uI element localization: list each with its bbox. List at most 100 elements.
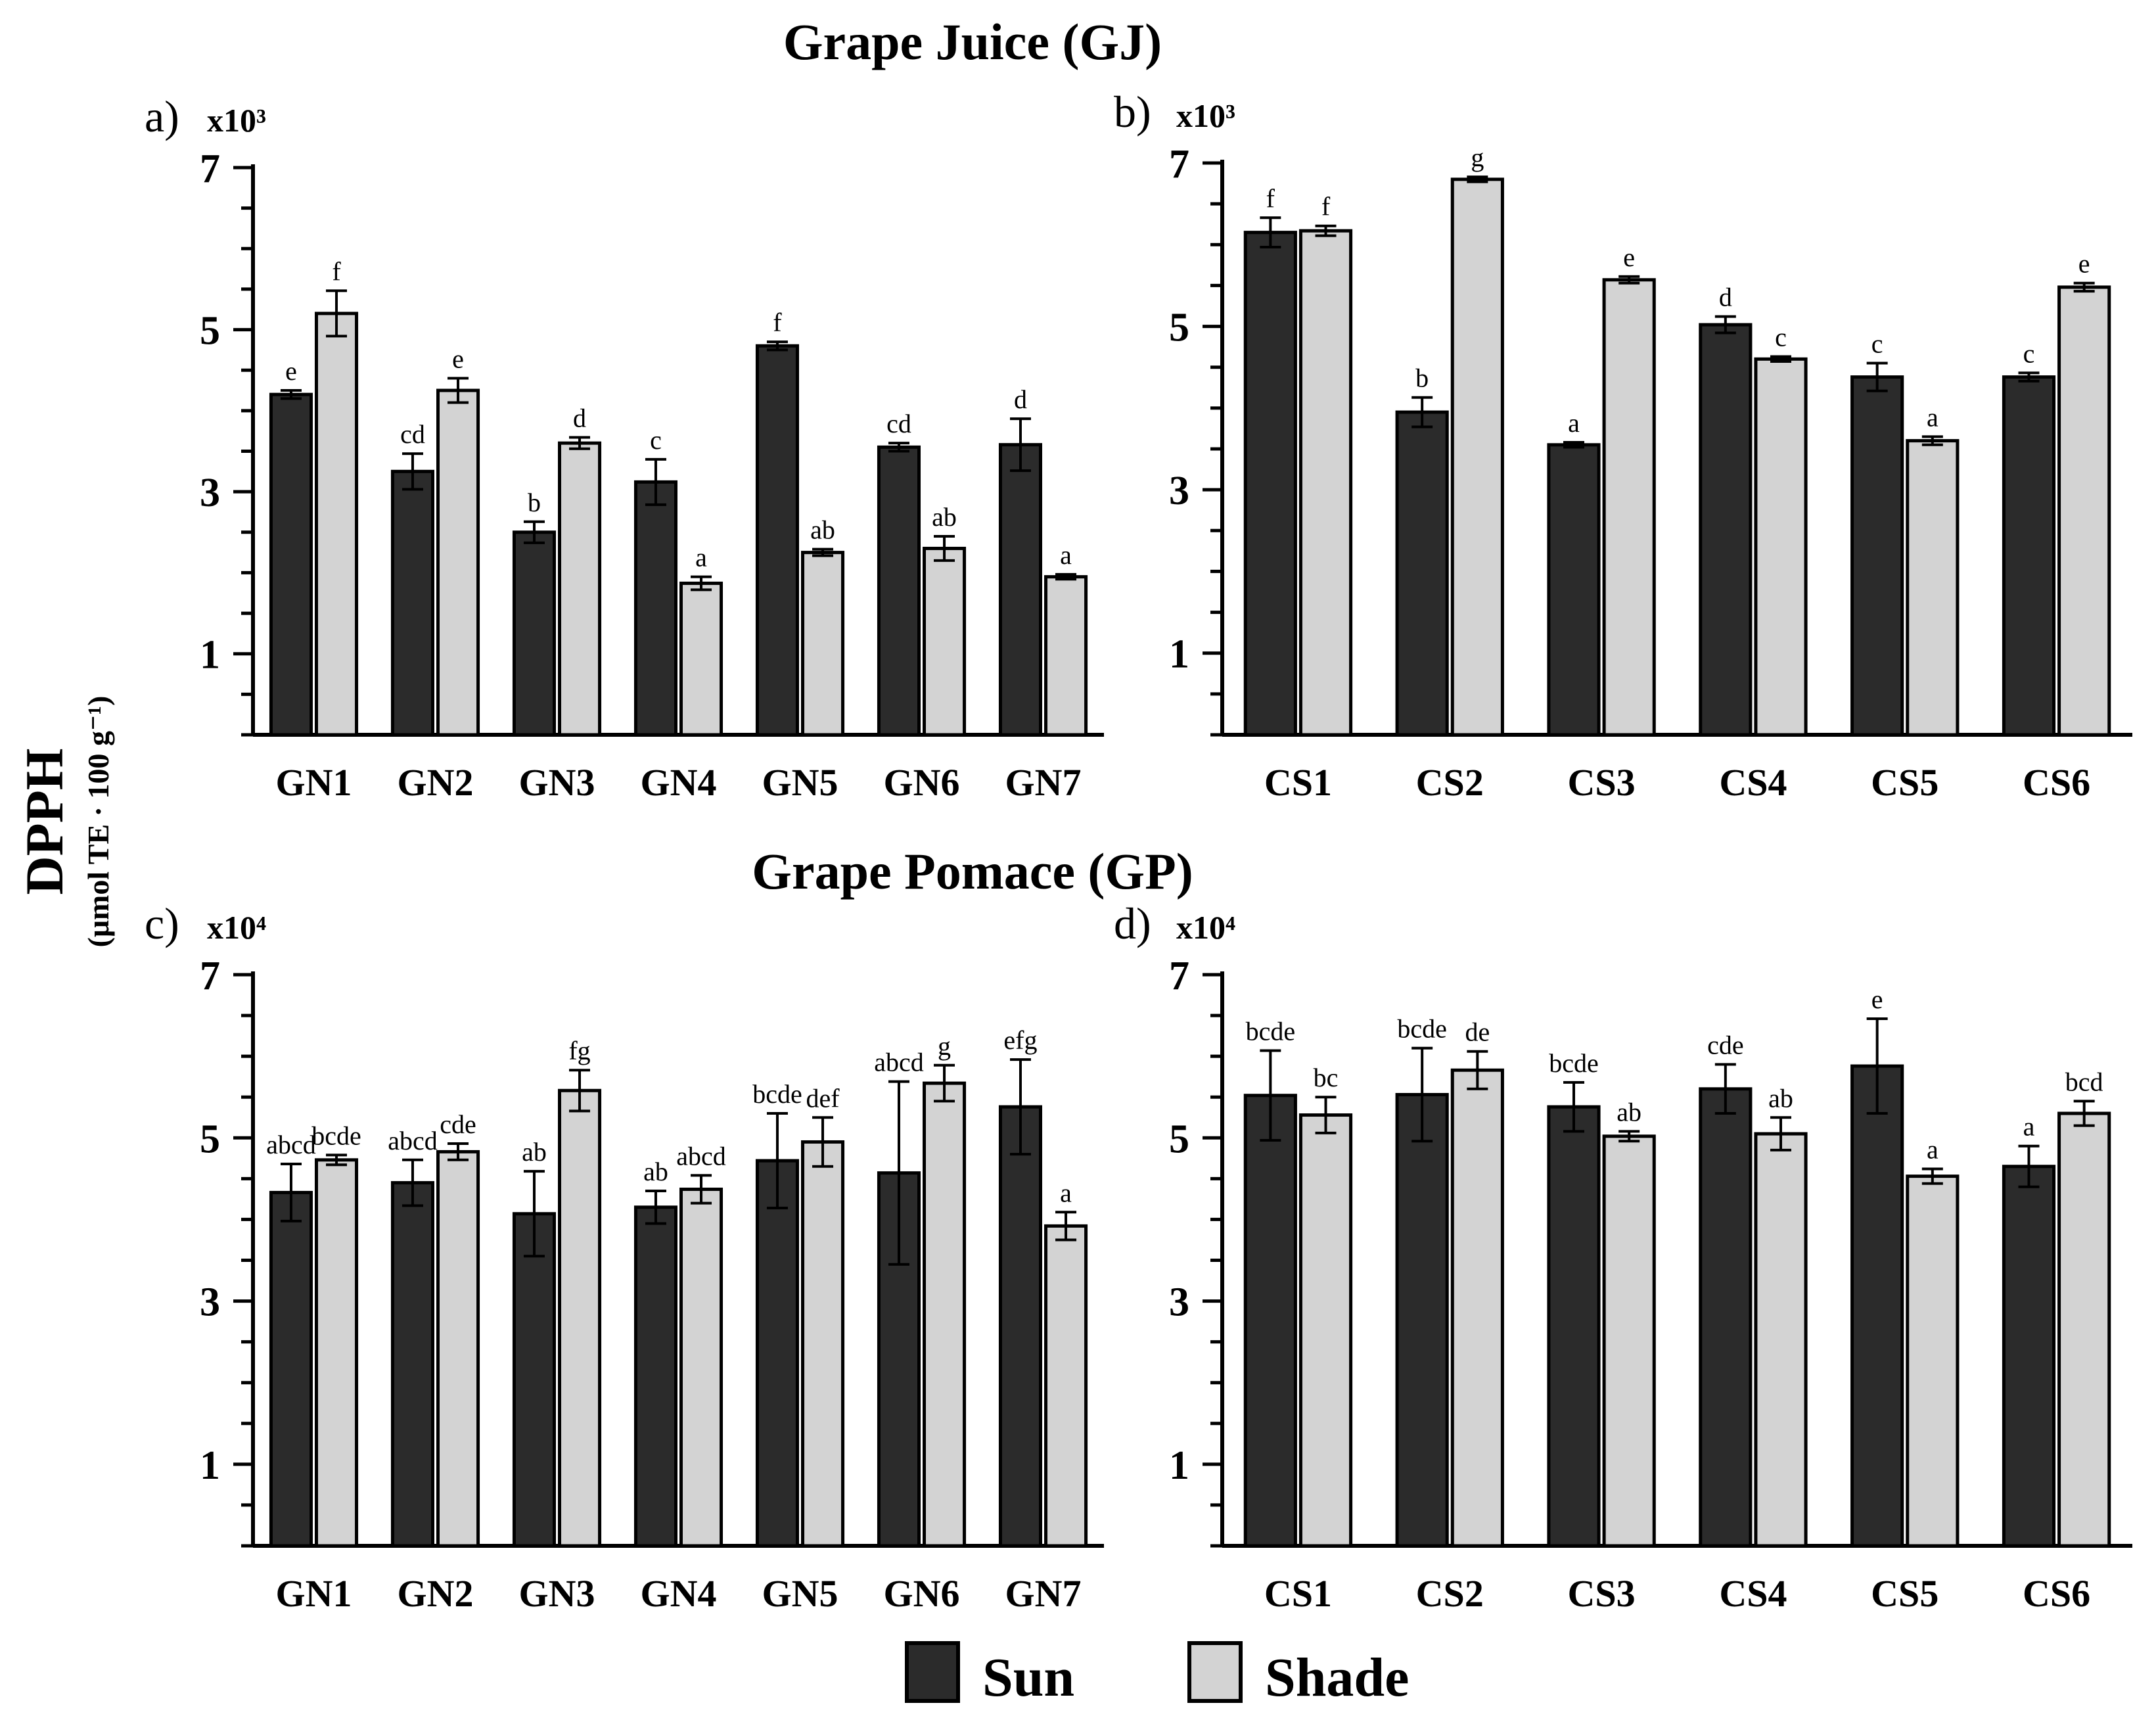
significance-letter: ab <box>1768 1083 1793 1113</box>
axis-scale-label: x10⁴ <box>207 909 266 946</box>
panel-label: b) <box>1114 87 1151 137</box>
bar-shade <box>315 1158 359 1548</box>
y-tick-label: 5 <box>200 1117 220 1161</box>
significance-letter: a <box>1060 540 1072 570</box>
y-tick-label: 7 <box>1169 954 1189 998</box>
bar-sun <box>755 344 799 737</box>
bar-shade <box>679 581 723 737</box>
section-title-juice: Grape Juice (GJ) <box>783 13 1162 70</box>
significance-letter: ab <box>522 1137 547 1167</box>
significance-letter: bcde <box>311 1121 361 1150</box>
x-category-label: CS4 <box>1719 761 1787 804</box>
y-axis-title-main: DPPH <box>14 748 74 895</box>
bar-shade <box>1298 229 1353 737</box>
bar-sun <box>390 469 435 737</box>
significance-letter: abcd <box>388 1126 438 1155</box>
bar-shade <box>436 388 480 737</box>
bar-shade <box>923 546 967 737</box>
bar-shade <box>1298 1113 1353 1548</box>
bar-sun <box>269 392 313 737</box>
significance-letter: bc <box>1314 1063 1339 1092</box>
significance-letter: e <box>1871 985 1883 1014</box>
significance-letter: bcde <box>1549 1048 1599 1078</box>
panel-c: c) x10⁴1357GN1abcdbcdeGN2abcdcdeGN3abfgGN… <box>145 898 1104 1615</box>
y-tick-label: 3 <box>200 471 220 515</box>
bar-shade <box>1044 575 1088 737</box>
bar-shade <box>558 441 602 737</box>
axis-scale-label: x10³ <box>207 102 266 139</box>
x-category-label: CS6 <box>2023 1572 2090 1615</box>
bar-shade <box>2057 285 2111 737</box>
bar-shade <box>436 1150 480 1548</box>
significance-letter: c <box>2023 338 2035 368</box>
x-category-label: CS5 <box>1871 761 1938 804</box>
bar-sun <box>1699 1087 1753 1548</box>
significance-letter: a <box>1927 402 1938 432</box>
significance-letter: e <box>1623 243 1635 272</box>
bar-shade <box>2057 1111 2111 1548</box>
bar-shade <box>1044 1224 1088 1548</box>
y-axis-title: DPPH (μmol TE · 100 g⁻¹) <box>14 696 115 948</box>
bar-shade <box>558 1088 602 1548</box>
significance-letter: g <box>1471 143 1484 172</box>
bar-sun <box>998 1105 1042 1548</box>
x-category-label: GN4 <box>641 1572 717 1615</box>
significance-letter: cde <box>440 1109 476 1139</box>
y-tick-label: 3 <box>200 1280 220 1325</box>
significance-letter: cde <box>1707 1031 1744 1060</box>
bar-sun <box>390 1181 435 1548</box>
significance-letter: b <box>1415 363 1429 393</box>
significance-letter: a <box>1568 408 1580 438</box>
significance-letter: a <box>695 543 707 572</box>
significance-letter: c <box>650 425 662 455</box>
panel-b: b) x10³ 1 3 5 7 CS1 f f CS2 b g CS3 a e CS4 d c CS5 c a CS6 c e <box>1114 87 2132 804</box>
y-tick-label: 5 <box>200 309 220 354</box>
bar-shade <box>923 1081 967 1548</box>
significance-letter: d <box>573 404 586 433</box>
section-title-pomace: Grape Pomace (GP) <box>752 843 1193 900</box>
legend-swatch-sun <box>905 1641 960 1703</box>
significance-letter: c <box>1871 329 1883 359</box>
bar-shade <box>1906 1174 1960 1548</box>
x-category-label: CS5 <box>1871 1572 1938 1615</box>
y-tick-label: 7 <box>200 954 220 998</box>
y-tick-label: 1 <box>200 1443 220 1488</box>
bar-shade <box>1450 1068 1504 1548</box>
significance-letter: a <box>2023 1112 2035 1142</box>
bar-sun <box>269 1190 313 1548</box>
bar-sun <box>998 443 1042 737</box>
bar-shade <box>1754 357 1808 737</box>
y-tick-label: 5 <box>1169 1117 1189 1161</box>
significance-letter: f <box>1266 183 1275 213</box>
significance-letter: def <box>806 1083 840 1113</box>
bar-sun <box>877 445 921 737</box>
significance-letter: cd <box>886 409 911 438</box>
x-category-label: GN5 <box>762 1572 838 1615</box>
significance-letter: g <box>938 1031 951 1061</box>
bar-shade <box>801 1140 845 1548</box>
x-category-label: GN1 <box>276 1572 352 1615</box>
significance-letter: bcde <box>1397 1014 1447 1044</box>
legend-swatch-shade <box>1187 1641 1243 1703</box>
x-category-label: GN1 <box>276 761 352 804</box>
significance-letter: abcd <box>874 1048 924 1077</box>
bar-shade <box>315 312 359 737</box>
bar-sun <box>1395 410 1449 737</box>
bar-sun <box>512 530 557 737</box>
y-tick-label: 1 <box>1169 632 1189 677</box>
x-category-label: GN2 <box>398 1572 474 1615</box>
y-tick-label: 1 <box>200 633 220 678</box>
y-axis-title-unit: (μmol TE · 100 g⁻¹) <box>81 696 115 948</box>
panel-label: c) <box>145 898 179 948</box>
x-category-label: CS2 <box>1416 1572 1484 1615</box>
y-tick-label: 1 <box>1169 1443 1189 1488</box>
significance-letter: ab <box>932 502 957 532</box>
bar-sun <box>1243 1094 1297 1548</box>
bar-shade <box>1754 1132 1808 1548</box>
bar-shade <box>1602 278 1656 737</box>
significance-letter: abcd <box>676 1141 726 1171</box>
significance-letter: c <box>1775 323 1787 352</box>
bar-sun <box>1850 375 1904 737</box>
